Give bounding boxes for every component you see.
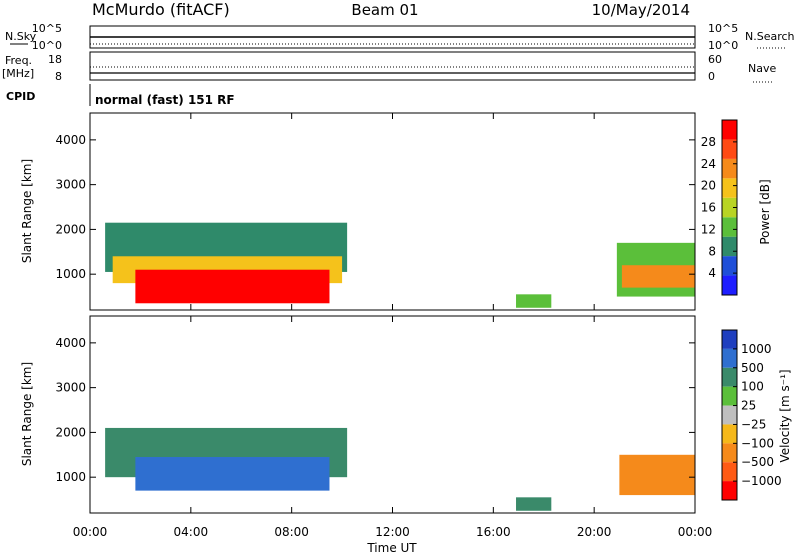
scatter-region [135,457,330,491]
colorbar-frame [721,329,738,501]
colorbar-tick-label: 25 [741,399,756,413]
y-tick-label: 3000 [55,178,86,192]
y-tick-label: 1000 [55,267,86,281]
colorbar-swatch [722,217,737,237]
colorbar-swatch [722,120,737,140]
colorbar-tick-label: −25 [741,417,766,431]
nsearch-label: N.Search [745,30,795,43]
colorbar-tick-label: 12 [701,222,716,236]
colorbar-tick-label: 16 [701,201,716,215]
colorbar-swatch [722,330,737,349]
scatter-region [135,269,330,304]
colorbar-swatch [722,367,737,387]
cpid-label: CPID [6,90,35,103]
colorbar-tick-label: 8 [708,244,716,258]
nsky-tick-top: 10^5 [32,22,62,35]
x-tick-label: 08:00 [274,525,309,539]
colorbar-swatch [722,236,737,257]
freq-label: Freq. [5,54,32,67]
y-tick-label: 1000 [55,470,86,484]
nsky-label: N.Sky [5,30,37,43]
colorbar-tick-label: −100 [741,436,774,450]
nsearch-tick-top: 10^5 [708,22,738,35]
power-y-ticks: 1000 2000 3000 4000 [55,133,695,281]
power-colorbar: 4 8 12 16 20 24 28 [701,119,738,296]
velocity-ylabel: Slant Range [km] [20,362,34,466]
scatter-region [516,497,552,511]
x-tick-label: 00:00 [678,525,713,539]
colorbar-tick-label: 20 [701,179,716,193]
nave-tick-bottom: 0 [708,70,715,83]
time-x-ticks: 00:00 04:00 08:00 12:00 16:00 20:00 00:00 [73,113,713,539]
freq-unit-label: [MHz] [2,67,34,80]
colorbar-swatch [722,275,737,295]
x-tick-label: 16:00 [476,525,511,539]
colorbar-swatch [722,178,737,198]
colorbar-swatch [722,158,737,179]
freq-trace [90,66,695,74]
colorbar-swatch [722,386,737,406]
freq-tick-top: 18 [48,53,62,66]
colorbar-swatch [722,405,737,425]
power-colorbar-label: Power [dB] [758,179,772,244]
nsky-tick-bottom: 10^0 [32,39,62,52]
cpid-text: normal (fast) 151 RF [95,93,235,107]
freq-tick-bottom: 8 [55,70,62,83]
x-tick-label: 00:00 [73,525,108,539]
velocity-heatmap-cells [105,427,695,511]
colorbar-tick-label: 4 [708,266,716,280]
nave-label: Nave [748,62,776,75]
colorbar-swatch [722,424,737,444]
x-tick-label: 20:00 [577,525,612,539]
freq-nave-panel [89,51,696,81]
x-tick-label: 12:00 [375,525,410,539]
scatter-region [621,265,695,288]
colorbar-tick-label: 24 [701,157,716,171]
velocity-colorbar: 1000 500 100 25 −25 −100 −500 −1000 [721,329,782,501]
power-heatmap-cells [105,222,695,308]
nsearch-tick-bottom: 10^0 [708,39,738,52]
colorbar-tick-label: 28 [701,135,716,149]
velocity-colorbar-label: Velocity [m s⁻¹] [778,369,792,462]
colorbar-tick-label: 500 [741,361,764,375]
beam-title: Beam 01 [351,1,418,19]
power-ylabel: Slant Range [km] [20,159,34,263]
scatter-region [619,454,695,496]
colorbar-swatch [722,443,737,463]
time-xlabel: Time UT [366,541,417,554]
colorbar-swatch [722,256,737,276]
scatter-region [516,294,552,308]
y-tick-label: 4000 [55,336,86,350]
x-tick-label: 04:00 [174,525,209,539]
y-tick-label: 2000 [55,425,86,439]
velocity-y-ticks: 1000 2000 3000 4000 [55,336,695,484]
colorbar-tick-label: 1000 [741,342,772,356]
colorbar-swatch [722,197,737,218]
colorbar-tick-label: −500 [741,455,774,469]
date-title: 10/May/2014 [592,1,690,19]
colorbar-tick-label: 100 [741,380,764,394]
colorbar-swatch [722,481,737,500]
nave-tick-top: 60 [708,53,722,66]
colorbar-tick-label: −1000 [741,474,782,488]
colorbar-swatch [722,462,737,482]
y-tick-label: 3000 [55,381,86,395]
colorbar-swatch [722,139,737,159]
y-tick-label: 2000 [55,222,86,236]
station-title: McMurdo (fitACF) [92,0,230,19]
y-tick-label: 4000 [55,133,86,147]
colorbar-swatch [722,348,737,368]
nsky-trace [90,36,695,45]
